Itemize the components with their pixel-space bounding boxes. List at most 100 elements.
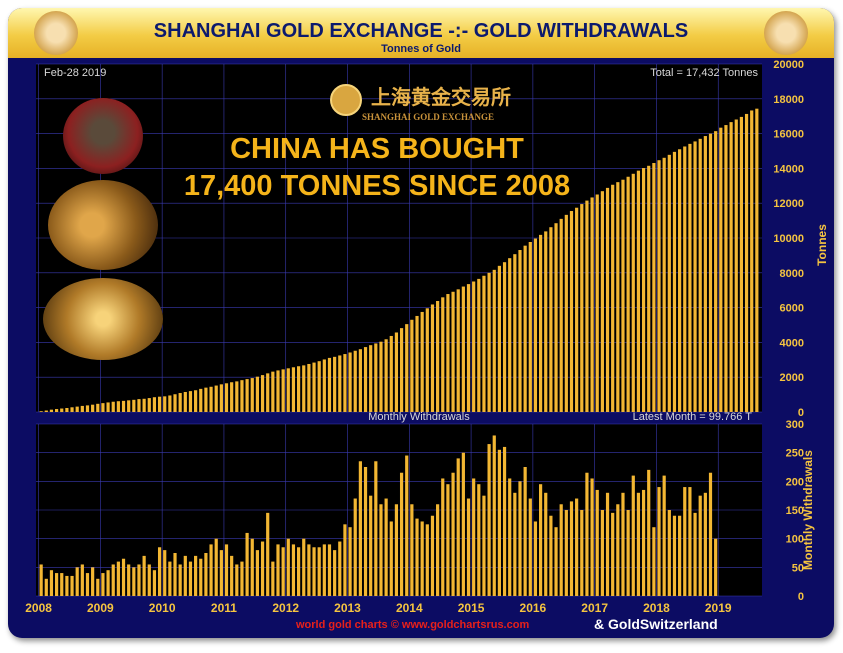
monthly-bar [420,521,424,596]
cumulative-bar [204,387,208,412]
monthly-bar [672,515,677,596]
monthly-bar [585,472,589,596]
cumulative-bar [554,223,558,412]
monthly-bar [441,478,445,596]
cumulative-bar [291,367,296,412]
cumulative-bar [647,165,651,412]
cumulative-y-tick-label: 0 [798,407,804,419]
monthly-bar [497,449,501,596]
cumulative-bar [616,182,620,412]
monthly-bar [157,547,162,596]
monthly-bar [487,444,491,596]
cumulative-y-tick-label: 6000 [780,303,804,315]
monthly-bar [96,578,100,596]
cumulative-bar [502,262,507,412]
cumulative-bar [508,258,512,412]
cumulative-bar [544,231,548,412]
x-tick-label: 2009 [87,601,114,615]
cumulative-bar [451,291,455,412]
cumulative-y-tick-label: 18000 [773,94,804,106]
x-tick-label: 2012 [272,601,299,615]
cumulative-bar [472,281,476,412]
cumulative-y-tick-label: 10000 [773,233,804,245]
cumulative-bar [168,395,172,412]
cumulative-bar [96,403,100,412]
monthly-bar [116,561,120,596]
monthly-bar [322,544,326,596]
cumulative-bar [399,328,404,412]
cumulative-bar [744,113,749,412]
cumulative-bar [590,197,594,412]
monthly-bar [111,564,115,596]
cumulative-bar [678,149,682,412]
cumulative-bar [626,176,630,412]
monthly-y-tick-label: 200 [786,476,804,488]
gold-statue-photo [48,180,158,270]
monthly-bar [616,504,620,596]
monthly-bar [137,564,141,596]
monthly-bar [688,487,692,596]
cumulative-bar [121,400,126,412]
x-tick-label: 2011 [211,601,237,615]
monthly-bar [518,481,522,596]
cumulative-bar [157,396,162,412]
cumulative-bar [564,214,568,412]
monthly-y-tick-label: 150 [786,505,804,517]
cumulative-bar [719,127,723,413]
monthly-bar [214,538,218,596]
cumulative-bar [724,125,728,412]
cumulative-bar [106,402,110,412]
cumulative-bar [271,371,275,412]
cumulative-bar [425,308,429,412]
monthly-bar [662,475,666,596]
cumulative-bar [585,200,589,412]
cumulative-bar [739,116,743,413]
cumulative-bar [636,170,641,412]
monthly-bar [410,504,414,596]
cumulative-bar [343,354,347,412]
cumulative-bar [446,294,450,412]
monthly-bar [446,484,450,596]
monthly-bar [636,492,641,596]
monthly-bar [338,541,342,596]
monthly-bar [291,544,296,596]
monthly-bar [106,570,110,596]
monthly-bar [430,515,435,596]
monthly-bar [224,544,229,596]
cumulative-bar [533,238,538,412]
monthly-bar [590,478,594,596]
cumulative-bar [420,311,424,412]
cumulative-bar [101,403,105,412]
cumulative-bar [611,184,615,412]
cumulative-bar [441,297,445,412]
cumulative-bar [260,375,265,412]
monthly-bar [539,484,543,596]
monthly-bar [49,570,54,596]
monthly-bar [168,561,172,596]
monthly-y-ticks: 0 50 100 150 200 250 300 [786,419,804,603]
monthly-bar [575,498,579,596]
monthly-bar [384,498,388,596]
cumulative-bar [631,173,635,412]
monthly-bar [554,527,558,596]
monthly-bar [65,575,69,596]
monthly-bar [358,461,362,596]
cumulative-bar [595,194,599,412]
cumulative-bar [281,369,285,412]
sge-seal-left-icon [34,11,78,55]
cumulative-bar [755,108,759,413]
cumulative-bar [152,397,157,412]
cumulative-bar [708,133,713,412]
cumulative-y-tick-label: 8000 [780,268,804,280]
monthly-bar [544,492,548,596]
monthly-bar [230,555,234,596]
monthly-bar [60,573,64,596]
cumulative-bar [487,272,491,412]
cumulative-bar [358,349,362,412]
cumulative-bar [672,151,677,412]
monthly-bar [626,510,630,596]
monthly-bar [188,561,193,596]
cumulative-bar [60,408,64,412]
monthly-bar [605,492,610,596]
cumulative-bar [307,363,311,412]
